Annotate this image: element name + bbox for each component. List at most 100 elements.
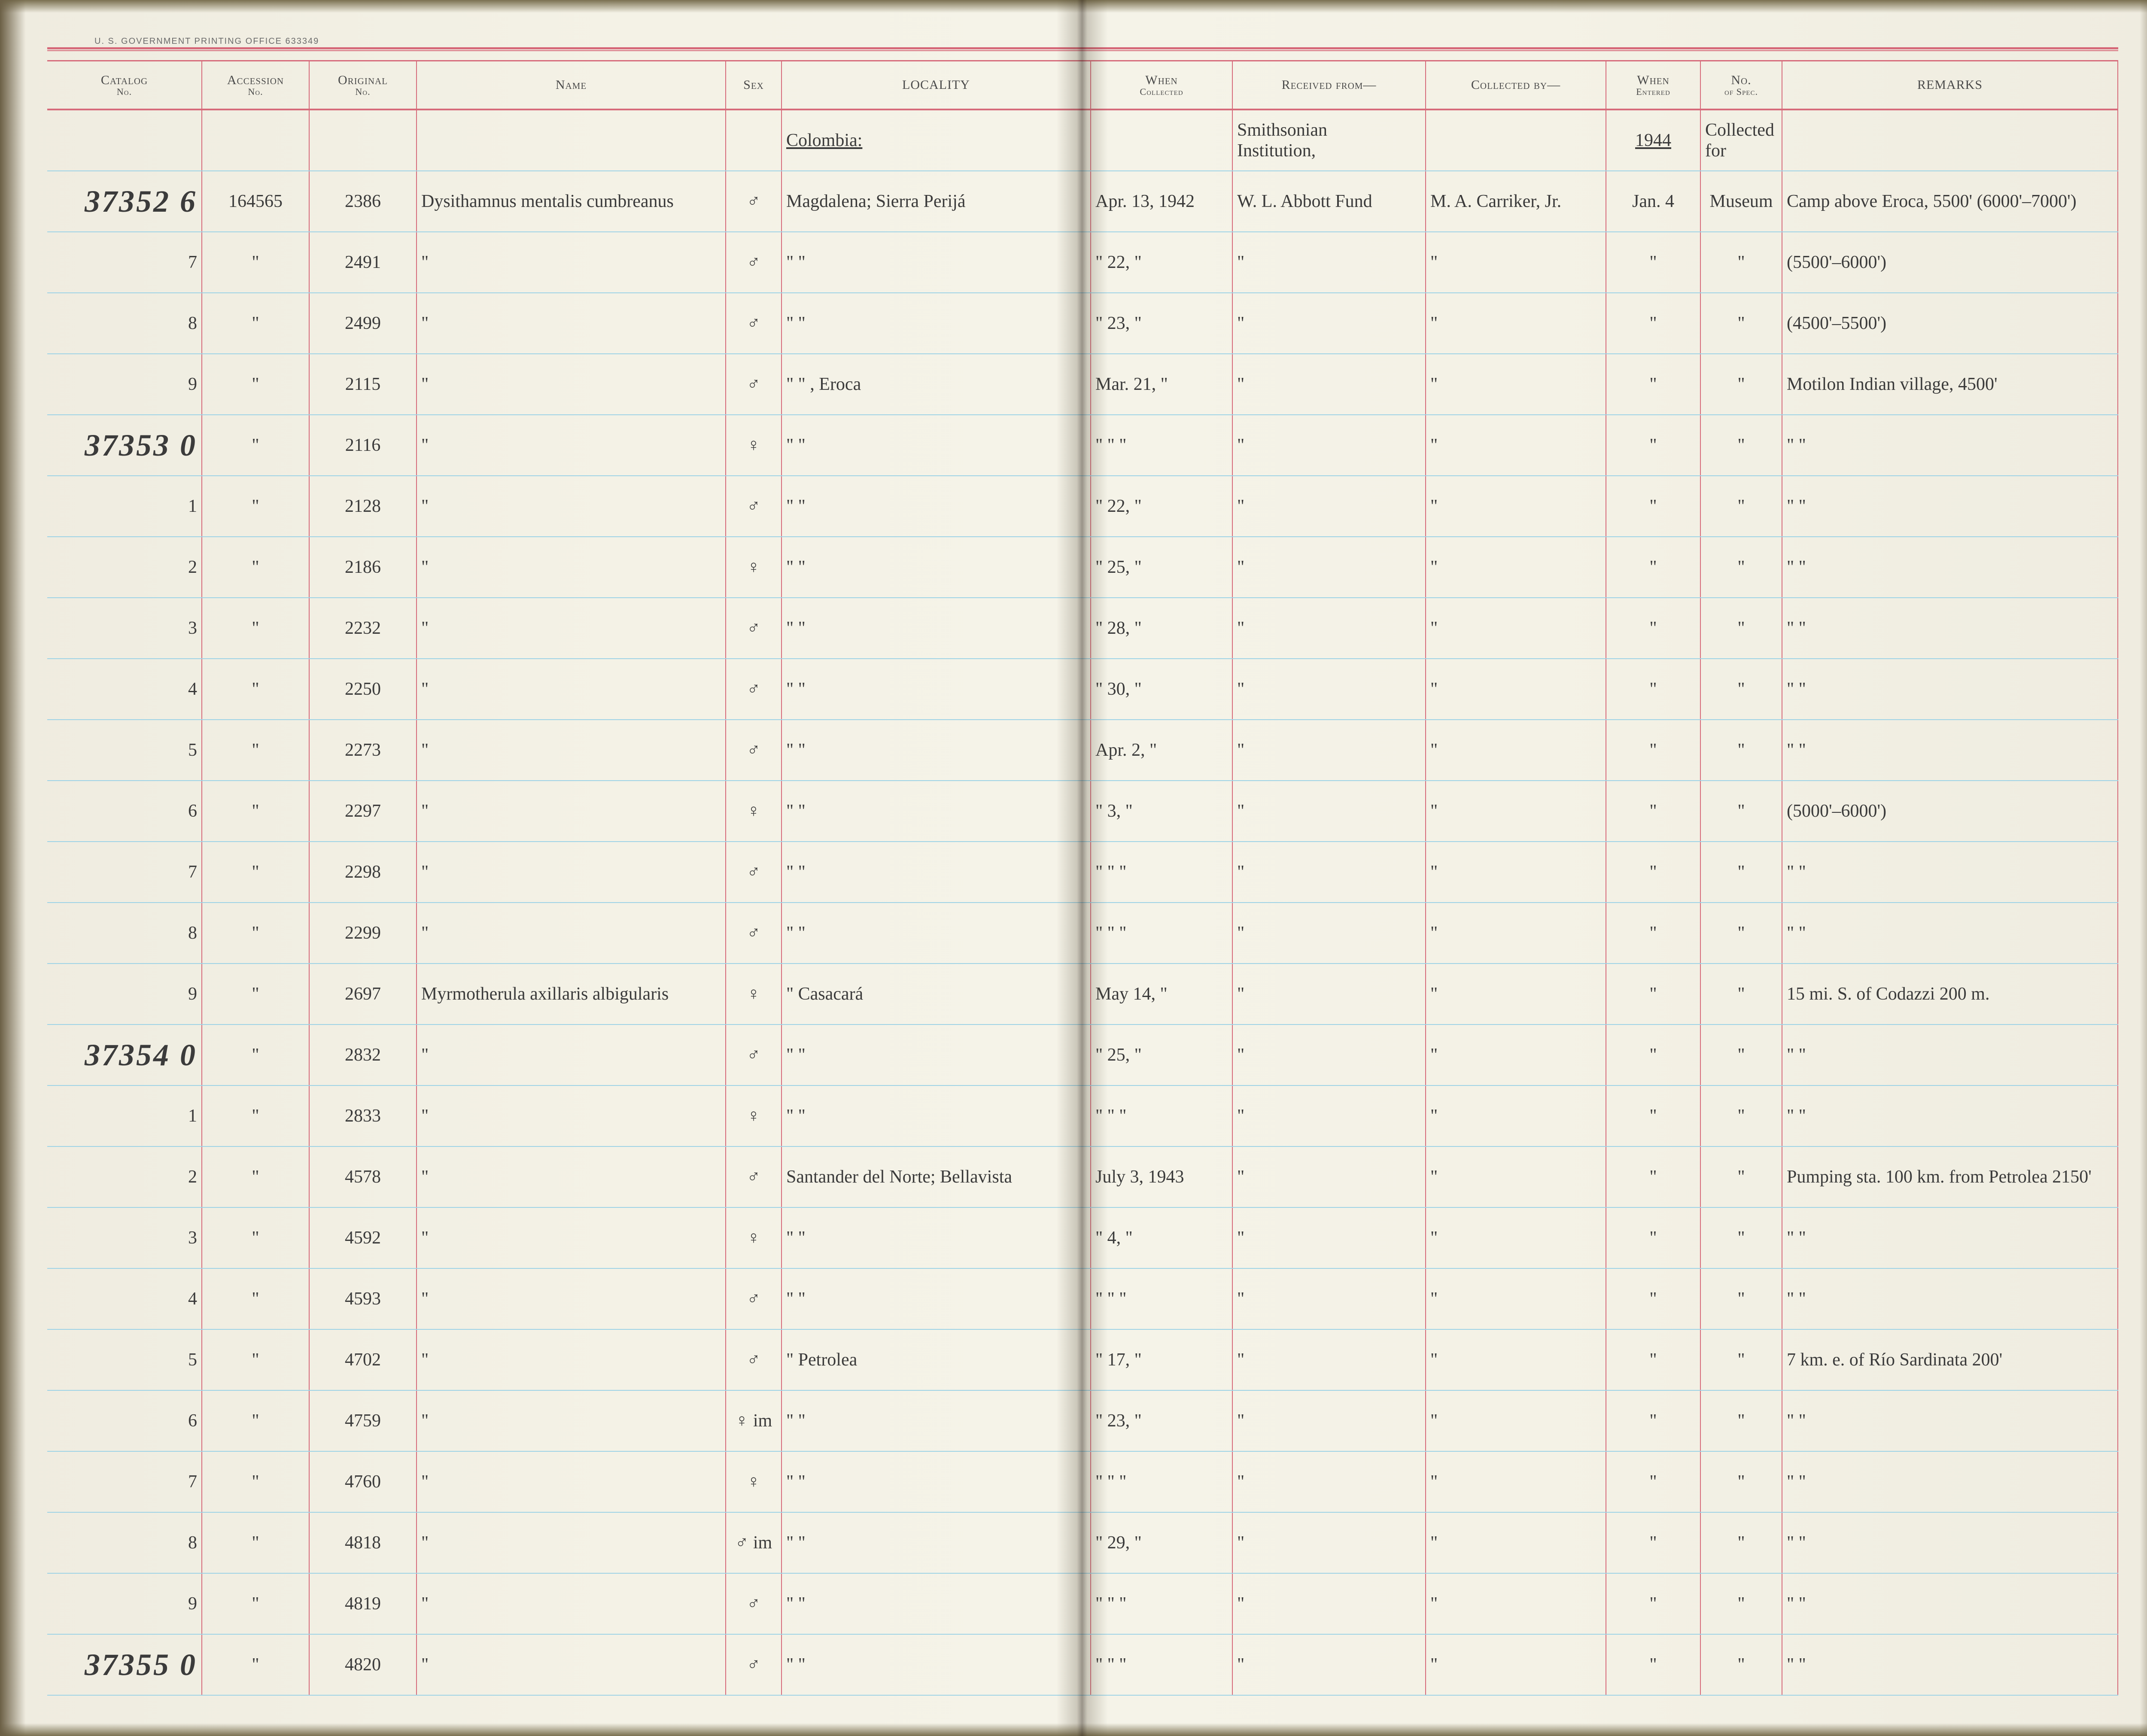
cell-received: " <box>1232 1390 1426 1451</box>
cell-catalog: 9 <box>47 354 202 415</box>
cell-sex: ♂ <box>726 720 782 781</box>
cell-sex: ♀ <box>726 537 782 598</box>
cell-remarks: (5500'–6000') <box>1782 232 2118 293</box>
cell-when-collected: May 14, " <box>1091 964 1232 1025</box>
cell-original: 2833 <box>309 1085 417 1146</box>
cell-original: 4760 <box>309 1451 417 1512</box>
cell-no-spec: " <box>1700 903 1782 964</box>
table-row: 3"2232"♂" "" 28, """""" " <box>47 598 2118 659</box>
cell-remarks: " " <box>1782 1451 2118 1512</box>
cell-locality: " " <box>782 1207 1091 1268</box>
cell-name: " <box>417 293 726 354</box>
cell-original: 4819 <box>309 1573 417 1634</box>
cell-name: " <box>417 598 726 659</box>
hdr: Catalog <box>101 73 148 87</box>
cell-original: 2298 <box>309 842 417 903</box>
cell-accession: " <box>202 354 309 415</box>
cell-remarks: " " <box>1782 659 2118 720</box>
cell-sex: ♂ <box>726 1025 782 1085</box>
cell-remarks: Motilon Indian village, 4500' <box>1782 354 2118 415</box>
cell-entered: " <box>1606 842 1700 903</box>
cell-remarks: Pumping sta. 100 km. from Petrolea 2150' <box>1782 1146 2118 1207</box>
cell-no-spec: " <box>1700 1085 1782 1146</box>
super-received: SmithsonianInstitution, <box>1232 109 1426 171</box>
cell-collected-by: " <box>1426 293 1606 354</box>
cell-catalog: 37355 0 <box>47 1634 202 1695</box>
cell-entered: " <box>1606 659 1700 720</box>
col-accession: AccessionNo. <box>202 61 309 110</box>
cell-name: " <box>417 1146 726 1207</box>
hdr: Received from— <box>1282 78 1377 92</box>
super-annotation-row: Colombia: SmithsonianInstitution, 1944 C… <box>47 109 2118 171</box>
txt: Smithsonian <box>1237 120 1327 140</box>
cell-catalog: 6 <box>47 1390 202 1451</box>
cell-no-spec: " <box>1700 964 1782 1025</box>
cell-name: " <box>417 1268 726 1329</box>
cell-no-spec: " <box>1700 1025 1782 1085</box>
cell-remarks: " " <box>1782 842 2118 903</box>
cell-no-spec: " <box>1700 842 1782 903</box>
cell-no-spec: " <box>1700 537 1782 598</box>
cell-when-collected: Apr. 13, 1942 <box>1091 171 1232 232</box>
cell-collected-by: " <box>1426 1451 1606 1512</box>
cell-sex: ♂ <box>726 659 782 720</box>
cell-entered: " <box>1606 964 1700 1025</box>
cell-accession: " <box>202 476 309 537</box>
cell-no-spec: " <box>1700 659 1782 720</box>
cell-received: " <box>1232 415 1426 476</box>
cell-received: " <box>1232 1329 1426 1390</box>
cell-original: 2250 <box>309 659 417 720</box>
table-row: 5"4702"♂" Petrolea" 17, """""7 km. e. of… <box>47 1329 2118 1390</box>
cell-locality: " " <box>782 1085 1091 1146</box>
cell-catalog: 37353 0 <box>47 415 202 476</box>
cell-original: 2499 <box>309 293 417 354</box>
cell-entered: " <box>1606 903 1700 964</box>
cell-sex: ♀ <box>726 415 782 476</box>
cell-when-collected: " 23, " <box>1091 1390 1232 1451</box>
cell-sex: ♀ <box>726 781 782 842</box>
cell-accession: " <box>202 1085 309 1146</box>
cell-collected-by: " <box>1426 232 1606 293</box>
cell-when-collected: " 28, " <box>1091 598 1232 659</box>
cell-original: 2128 <box>309 476 417 537</box>
cell-catalog: 6 <box>47 781 202 842</box>
table-row: 6"4759"♀ im" "" 23, """""" " <box>47 1390 2118 1451</box>
table-row: 4"4593"♂" "" " """""" " <box>47 1268 2118 1329</box>
cell-when-collected: Mar. 21, " <box>1091 354 1232 415</box>
hdr-sub: No. <box>52 87 197 97</box>
hdr-sub: Collected <box>1095 87 1228 97</box>
cell-when-collected: " 25, " <box>1091 537 1232 598</box>
cell-catalog: 5 <box>47 720 202 781</box>
cell-when-collected: " " " <box>1091 1634 1232 1695</box>
cell-received: " <box>1232 1634 1426 1695</box>
cell-accession: " <box>202 232 309 293</box>
cell-original: 4818 <box>309 1512 417 1573</box>
cell-locality: " " <box>782 842 1091 903</box>
cell-collected-by: " <box>1426 1512 1606 1573</box>
table-row: 7"2491"♂" "" 22, """""(5500'–6000') <box>47 232 2118 293</box>
cell-sex: ♂ <box>726 354 782 415</box>
cell-remarks: " " <box>1782 537 2118 598</box>
table-row: 9"2697Myrmotherula axillaris albigularis… <box>47 964 2118 1025</box>
cell-entered: " <box>1606 1025 1700 1085</box>
cell-accession: " <box>202 781 309 842</box>
cell-entered: " <box>1606 1451 1700 1512</box>
cell-remarks: 7 km. e. of Río Sardinata 200' <box>1782 1329 2118 1390</box>
cell-locality: " " <box>782 232 1091 293</box>
cell-original: 2386 <box>309 171 417 232</box>
cell-original: 2697 <box>309 964 417 1025</box>
cell-name: " <box>417 1451 726 1512</box>
cell-original: 4592 <box>309 1207 417 1268</box>
cell-sex: ♂ <box>726 232 782 293</box>
cell-no-spec: " <box>1700 781 1782 842</box>
cell-received: " <box>1232 232 1426 293</box>
cell-collected-by: " <box>1426 476 1606 537</box>
cell-locality: " " <box>782 781 1091 842</box>
cell-when-collected: " " " <box>1091 1268 1232 1329</box>
table-row: 2"4578"♂Santander del Norte; BellavistaJ… <box>47 1146 2118 1207</box>
cell-collected-by: " <box>1426 537 1606 598</box>
cell-accession: " <box>202 537 309 598</box>
cell-remarks: " " <box>1782 1085 2118 1146</box>
hdr-sub: No. <box>207 87 304 97</box>
cell-catalog: 8 <box>47 903 202 964</box>
